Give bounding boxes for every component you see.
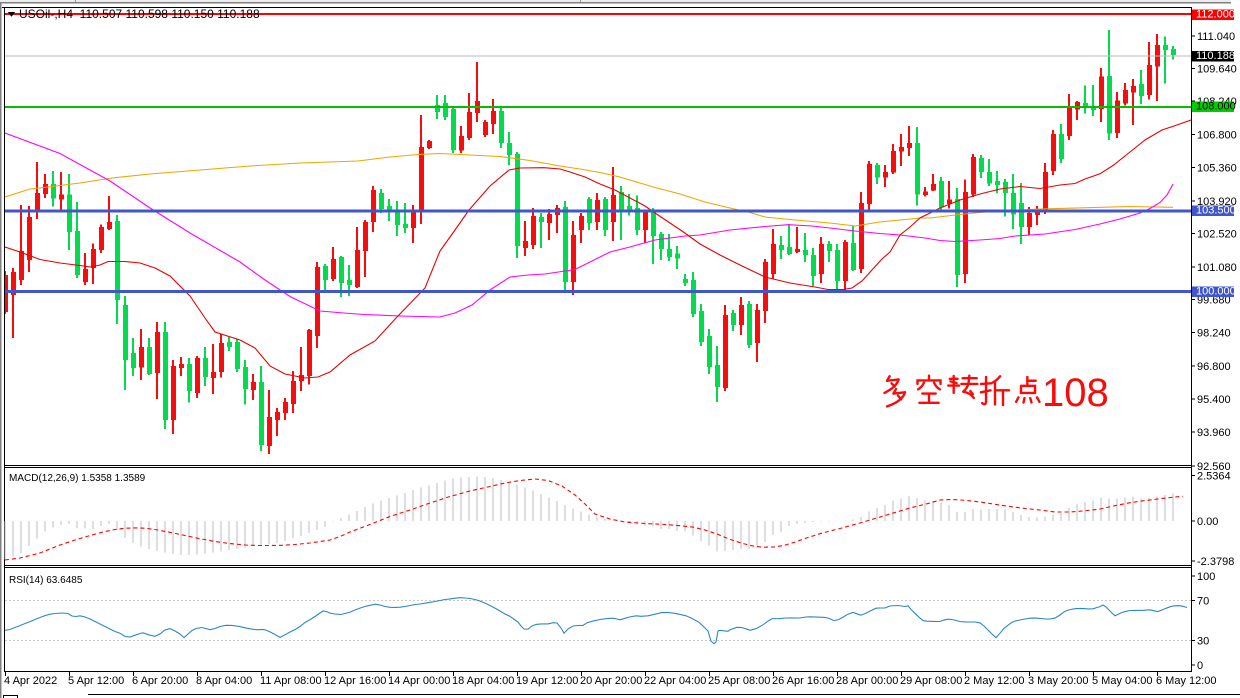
- svg-text:5 May 04:00: 5 May 04:00: [1092, 675, 1153, 687]
- svg-text:105.360: 105.360: [1197, 163, 1237, 175]
- svg-text:0.00: 0.00: [1197, 516, 1218, 528]
- svg-text:103.920: 103.920: [1197, 196, 1237, 208]
- svg-text:30: 30: [1197, 636, 1209, 648]
- svg-text:26 Apr 16:00: 26 Apr 16:00: [772, 675, 834, 687]
- svg-text:100.000: 100.000: [1196, 286, 1236, 298]
- svg-text:110.188: 110.188: [1196, 50, 1235, 62]
- svg-text:96.800: 96.800: [1197, 361, 1231, 373]
- svg-text:0: 0: [1197, 660, 1203, 672]
- svg-text:2.5364: 2.5364: [1197, 471, 1231, 483]
- svg-text:106.800: 106.800: [1197, 129, 1237, 141]
- svg-text:29 Apr 08:00: 29 Apr 08:00: [900, 675, 962, 687]
- svg-text:95.400: 95.400: [1197, 394, 1231, 406]
- svg-text:101.080: 101.080: [1197, 262, 1237, 274]
- svg-text:6 May 12:00: 6 May 12:00: [1156, 675, 1217, 687]
- svg-text:25 Apr 08:00: 25 Apr 08:00: [708, 675, 770, 687]
- svg-text:6 Apr 20:00: 6 Apr 20:00: [132, 675, 188, 687]
- svg-text:14 Apr 00:00: 14 Apr 00:00: [388, 675, 450, 687]
- svg-text:USOil-,H4 110.507 110.598 110: USOil-,H4 110.507 110.598 110.150 110.18…: [19, 7, 260, 21]
- svg-text:28 Apr 00:00: 28 Apr 00:00: [836, 675, 898, 687]
- svg-text:100: 100: [1197, 571, 1215, 583]
- svg-text:3 May 20:00: 3 May 20:00: [1028, 675, 1089, 687]
- svg-text:92.560: 92.560: [1197, 461, 1231, 473]
- svg-text:111.040: 111.040: [1197, 31, 1235, 43]
- svg-text:22 Apr 04:00: 22 Apr 04:00: [644, 675, 706, 687]
- svg-text:103.500: 103.500: [1196, 205, 1236, 217]
- svg-text:19 Apr 12:00: 19 Apr 12:00: [516, 675, 578, 687]
- svg-text:12 Apr 16:00: 12 Apr 16:00: [324, 675, 386, 687]
- svg-text:18 Apr 04:00: 18 Apr 04:00: [452, 675, 514, 687]
- svg-text:8 Apr 04:00: 8 Apr 04:00: [196, 675, 252, 687]
- svg-text:112.000: 112.000: [1196, 9, 1235, 21]
- svg-text:20 Apr 20:00: 20 Apr 20:00: [580, 675, 642, 687]
- svg-text:102.520: 102.520: [1197, 229, 1237, 241]
- svg-text:RSI(14) 63.6485: RSI(14) 63.6485: [9, 575, 83, 586]
- svg-text:70: 70: [1197, 596, 1209, 608]
- svg-text:11 Apr 08:00: 11 Apr 08:00: [260, 675, 322, 687]
- svg-text:108: 108: [1042, 371, 1109, 415]
- svg-text:99.680: 99.680: [1197, 294, 1231, 306]
- svg-text:-2.3798: -2.3798: [1197, 556, 1234, 568]
- svg-text:109.640: 109.640: [1197, 64, 1237, 76]
- svg-text:93.960: 93.960: [1197, 427, 1231, 439]
- svg-text:108.000: 108.000: [1196, 101, 1236, 113]
- svg-text:98.240: 98.240: [1197, 328, 1231, 340]
- svg-text:MACD(12,26,9) 1.5358 1.3589: MACD(12,26,9) 1.5358 1.3589: [9, 473, 146, 484]
- svg-text:2 May 12:00: 2 May 12:00: [964, 675, 1025, 687]
- svg-text:4 Apr 2022: 4 Apr 2022: [4, 675, 57, 687]
- svg-text:5 Apr 12:00: 5 Apr 12:00: [68, 675, 124, 687]
